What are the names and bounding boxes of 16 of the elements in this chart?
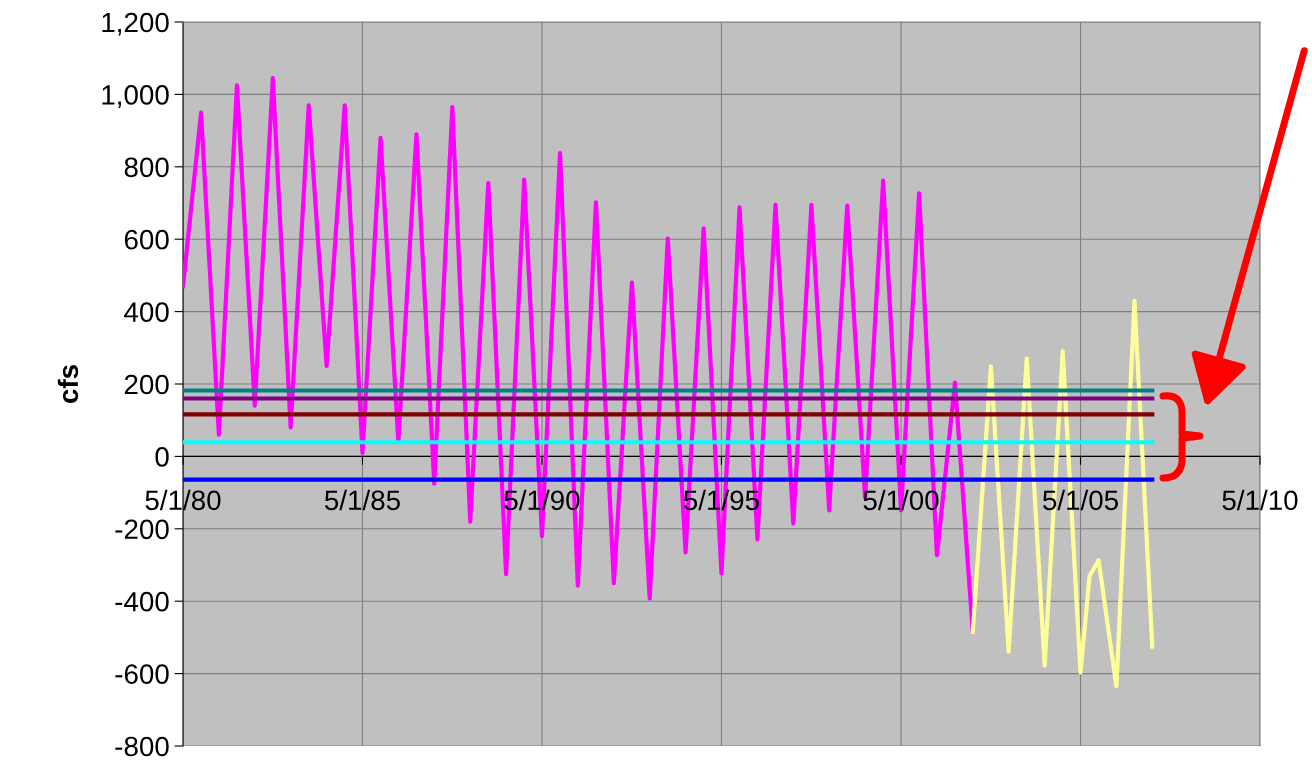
y-tick-label: 400 bbox=[124, 302, 169, 322]
y-tick-label: 200 bbox=[124, 374, 169, 395]
line-series bbox=[970, 298, 1155, 689]
y-tick-label: 600 bbox=[124, 229, 169, 250]
y-tick-label: 0 bbox=[155, 447, 169, 467]
x-tick-label: 5/1/05 bbox=[1043, 489, 1118, 511]
y-axis-title: cfs bbox=[57, 365, 79, 403]
y-tick-label: 1,000 bbox=[102, 85, 169, 109]
y-tick-label: -200 bbox=[115, 519, 169, 540]
y-tick-label: -400 bbox=[115, 591, 169, 612]
x-tick-label: 5/1/85 bbox=[324, 489, 400, 511]
y-tick-label: 1,200 bbox=[102, 12, 169, 36]
y-tick-label: -800 bbox=[115, 736, 169, 757]
y-tick-label: -600 bbox=[115, 664, 169, 684]
x-tick-label: 5/1/10 bbox=[1222, 489, 1298, 511]
y-tick-label: 800 bbox=[124, 157, 169, 178]
